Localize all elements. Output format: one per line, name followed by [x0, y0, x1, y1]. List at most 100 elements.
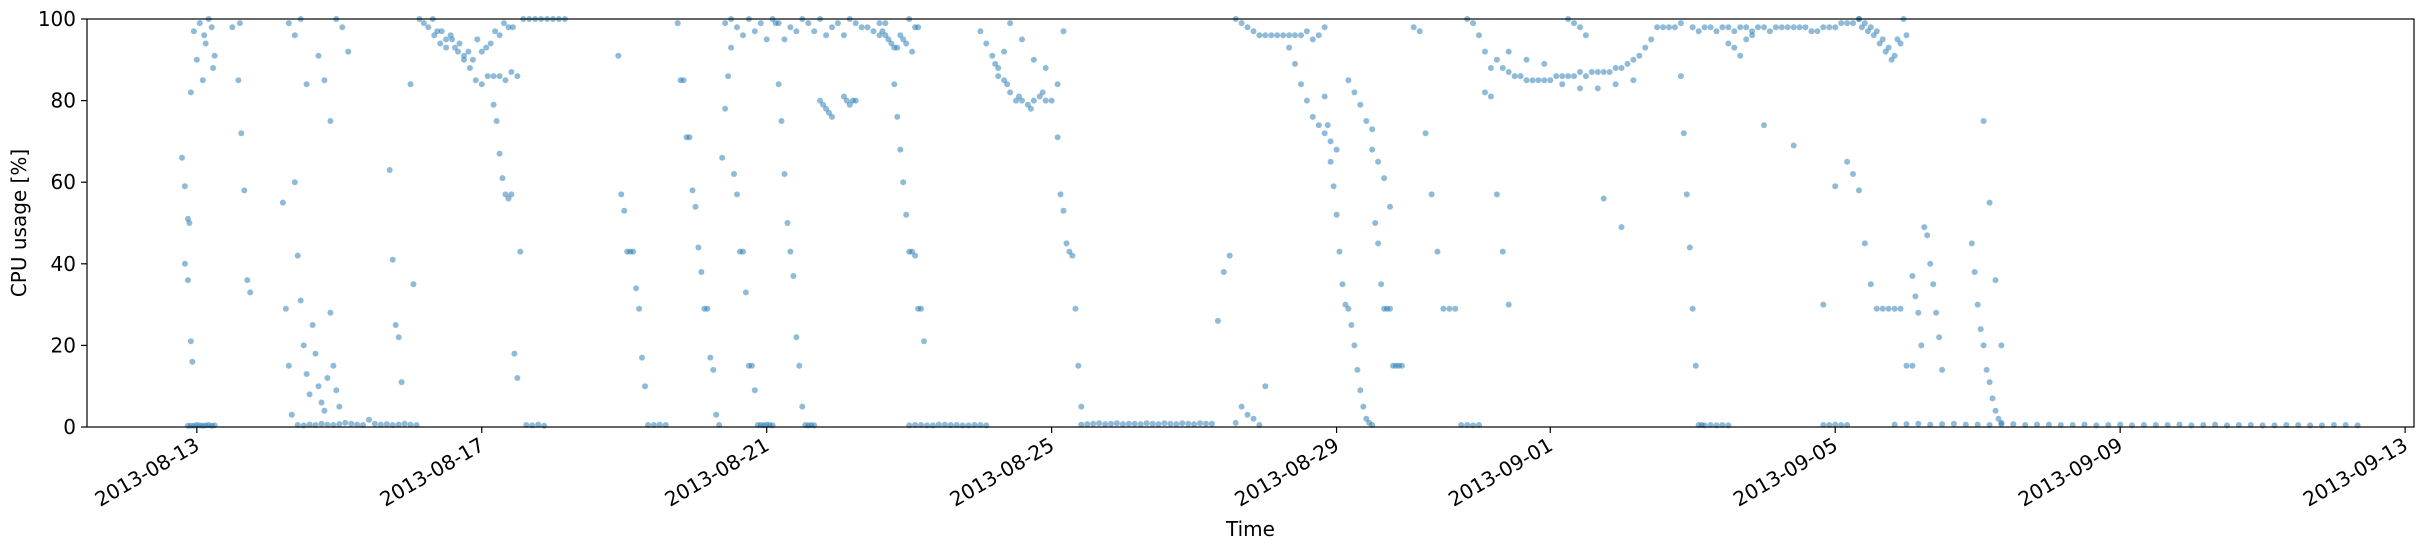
data-point	[817, 97, 824, 104]
data-point	[751, 28, 758, 35]
data-point	[1858, 24, 1865, 31]
data-point	[1737, 24, 1744, 31]
data-point	[1075, 362, 1082, 369]
data-point	[1321, 93, 1328, 100]
data-point	[514, 73, 521, 80]
data-point	[492, 28, 499, 35]
data-point	[852, 20, 859, 27]
data-point	[1262, 32, 1269, 39]
data-point	[805, 20, 812, 27]
data-point	[1060, 207, 1067, 214]
data-point	[1784, 24, 1791, 31]
data-point	[438, 28, 445, 35]
data-point	[1559, 73, 1566, 80]
data-point	[793, 334, 800, 341]
data-point	[1962, 421, 1969, 428]
data-point	[1897, 305, 1904, 312]
data-point	[1731, 44, 1738, 51]
data-point	[235, 77, 242, 84]
data-point	[279, 199, 286, 206]
data-point	[734, 24, 740, 31]
point-group	[891, 81, 927, 345]
data-point	[894, 113, 901, 120]
data-point	[1298, 32, 1304, 39]
data-point	[371, 420, 378, 427]
point-group	[674, 20, 735, 428]
data-point	[639, 354, 645, 361]
point-group	[1689, 16, 1862, 35]
data-point	[1345, 77, 1352, 84]
data-point	[318, 420, 325, 427]
data-point	[366, 416, 372, 423]
data-point	[1980, 118, 1987, 124]
data-point	[846, 101, 853, 108]
data-point	[1749, 28, 1756, 35]
data-point	[707, 354, 714, 361]
data-point	[1654, 24, 1661, 31]
data-point	[1208, 420, 1215, 427]
data-point	[757, 20, 764, 27]
data-point	[327, 309, 334, 316]
y-tick-label: 40	[51, 252, 76, 276]
data-point	[330, 362, 337, 369]
data-point	[1054, 134, 1061, 141]
data-point	[502, 191, 509, 198]
data-point	[1915, 420, 1922, 427]
data-point	[1879, 305, 1886, 312]
data-point	[496, 73, 503, 80]
data-point	[1832, 421, 1839, 428]
data-point	[318, 399, 325, 406]
data-point	[1505, 48, 1512, 55]
data-point	[1185, 420, 1192, 427]
data-point	[211, 52, 218, 59]
data-point	[1725, 40, 1732, 47]
data-point	[1292, 60, 1298, 67]
data-point	[722, 20, 729, 27]
point-group	[1232, 16, 1328, 43]
data-point	[1761, 122, 1767, 129]
data-point	[1137, 421, 1144, 428]
data-point	[2045, 421, 2052, 428]
data-point	[541, 422, 548, 429]
data-point	[1410, 24, 1417, 31]
data-point	[1606, 69, 1613, 75]
data-point	[781, 36, 788, 43]
data-point	[1042, 97, 1049, 104]
data-point	[1660, 24, 1667, 31]
data-point	[1378, 281, 1385, 288]
data-point	[1850, 171, 1856, 177]
data-point	[1743, 24, 1750, 31]
data-point	[995, 65, 1002, 71]
data-point	[1303, 28, 1310, 35]
data-point	[1903, 32, 1910, 39]
point-group	[1345, 77, 1393, 210]
data-point	[1820, 301, 1827, 308]
data-point	[796, 362, 803, 369]
data-point	[1149, 420, 1156, 427]
data-point	[1042, 65, 1049, 71]
data-point	[1333, 211, 1340, 218]
data-point	[1808, 28, 1815, 35]
data-point	[1879, 36, 1886, 43]
data-point	[778, 118, 785, 124]
data-point	[903, 211, 910, 218]
data-point	[1203, 420, 1209, 427]
data-point	[1977, 326, 1984, 333]
point-group	[285, 16, 352, 124]
data-point	[1487, 65, 1494, 71]
data-point	[1286, 44, 1293, 51]
data-point	[793, 28, 800, 35]
data-point	[179, 154, 185, 161]
data-point	[1882, 48, 1889, 55]
data-point	[333, 387, 340, 394]
data-point	[395, 334, 402, 341]
data-point	[1292, 32, 1298, 39]
data-point	[1612, 65, 1619, 71]
data-point	[1250, 28, 1257, 35]
data-point	[1482, 48, 1488, 55]
data-point	[1327, 138, 1334, 145]
data-point	[740, 248, 746, 255]
data-point	[1499, 248, 1506, 255]
data-point	[1476, 32, 1482, 39]
data-point	[1001, 48, 1008, 55]
